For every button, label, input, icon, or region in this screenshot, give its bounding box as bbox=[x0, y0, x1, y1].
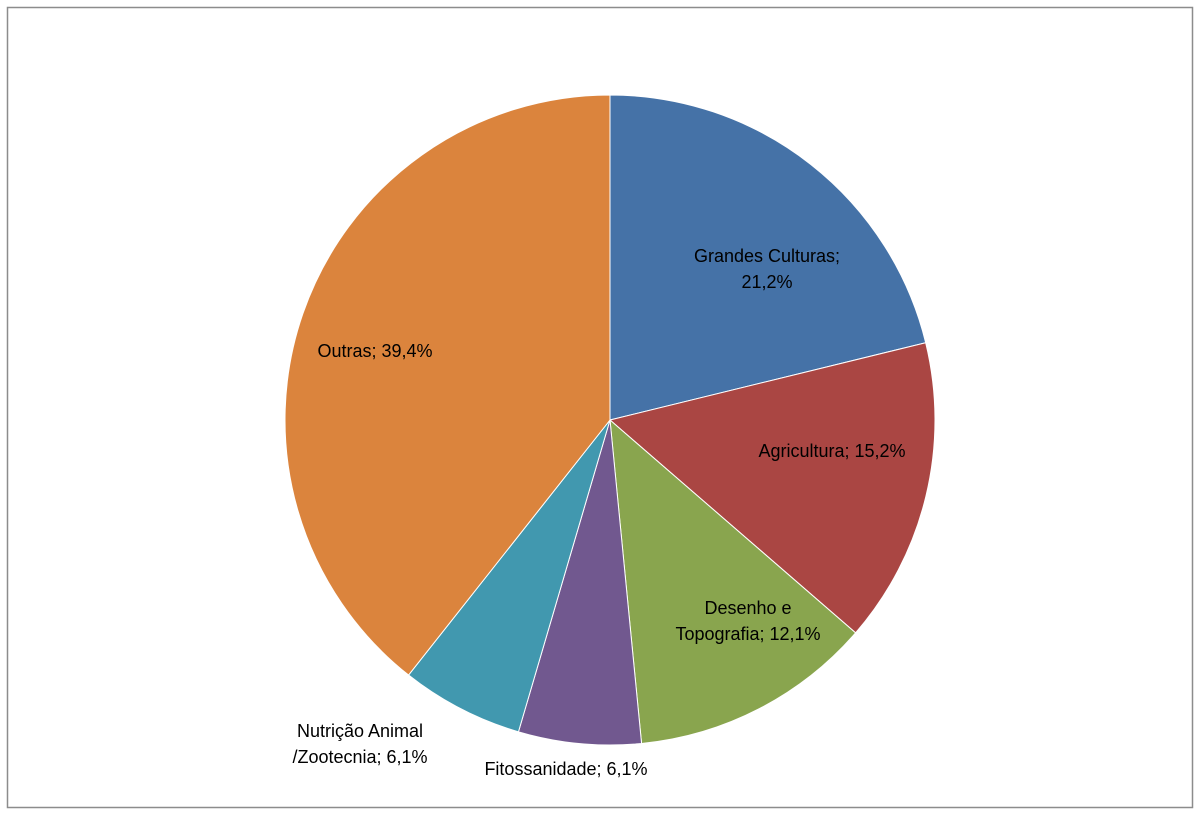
data-label: Nutrição Animal bbox=[297, 721, 423, 741]
data-label: Grandes Culturas; bbox=[694, 246, 840, 266]
pie-slice bbox=[407, 419, 611, 733]
pie-slice bbox=[517, 419, 643, 746]
data-label: Topografia; 12,1% bbox=[675, 624, 820, 644]
pie-slice bbox=[284, 94, 611, 676]
pie-slice bbox=[609, 418, 857, 745]
data-label: Fitossanidade; 6,1% bbox=[484, 759, 647, 779]
data-label: Agricultura; 15,2% bbox=[758, 441, 905, 461]
pie-slice bbox=[609, 94, 927, 421]
data-label: /Zootecnia; 6,1% bbox=[292, 747, 427, 767]
data-label: 21,2% bbox=[741, 272, 792, 292]
data-label: Desenho e bbox=[704, 598, 791, 618]
data-label: Outras; 39,4% bbox=[317, 341, 432, 361]
pie-slice bbox=[608, 342, 936, 634]
